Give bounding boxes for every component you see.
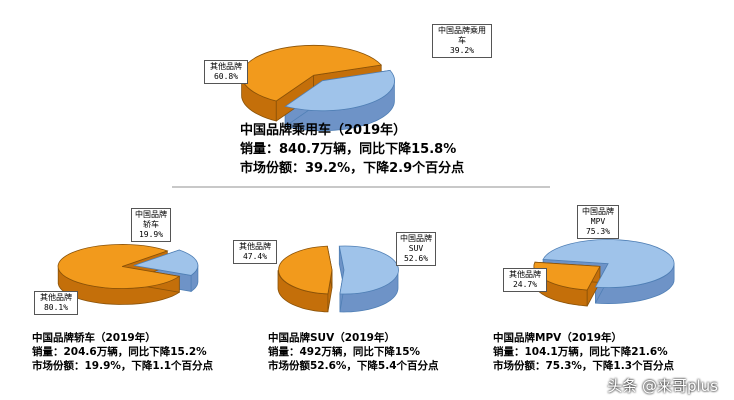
pie-4-slice-china (542, 239, 675, 288)
sedan-sales: 销量：204.6万辆，同比下降15.2% (32, 346, 207, 358)
sedan-caption: 中国品牌轿车（2019年） 销量：204.6万辆，同比下降15.2% 市场份额：… (32, 331, 213, 373)
headline-caption: 中国品牌乘用车（2019年） 销量：840.7万辆，同比下降15.8% 市场份额… (240, 121, 464, 178)
pie-2-slice-china (133, 249, 199, 276)
pie2-other-label: 其他品牌 80.1% (34, 291, 78, 315)
suv-caption: 中国品牌SUV（2019年） 销量：492万辆，同比下降15% 市场份额52.6… (268, 331, 439, 373)
mpv-sales: 销量：104.1万辆，同比下降21.6% (493, 346, 668, 358)
pie-1-slice-china (284, 69, 395, 112)
pie-2 (57, 244, 199, 305)
sedan-share: 市场份额：19.9%，下降1.1个百分点 (32, 360, 214, 372)
headline-sales: 销量：840.7万辆，同比下降15.8% (240, 142, 457, 157)
pie-1 (241, 44, 395, 132)
pie-3-slice-other (278, 245, 333, 295)
pie-1-slice-other (241, 44, 382, 102)
mpv-share: 市场份额：75.3%，下降1.3个百分点 (493, 360, 675, 372)
suv-share: 市场份额52.6%，下降5.4个百分点 (268, 360, 439, 372)
pie3-china-label: 中国品牌 SUV 52.6% (396, 232, 436, 266)
pie4-china-label: 中国品牌 MPV 75.3% (577, 205, 619, 239)
watermark: 头条 @来哥plus (607, 377, 718, 395)
headline-title: 中国品牌乘用车（2019年） (240, 123, 407, 138)
suv-sales: 销量：492万辆，同比下降15% (268, 346, 421, 358)
pie-2-slice-other (57, 244, 181, 289)
pie1-china-label: 中国品牌乘用车 39.2% (432, 24, 492, 58)
headline-share: 市场份额：39.2%，下降2.9个百分点 (240, 161, 465, 176)
pie2-china-label: 中国品牌 轿车 19.9% (131, 208, 171, 242)
pie3-other-label: 其他品牌 47.4% (233, 240, 277, 264)
pie-3 (277, 245, 399, 313)
mpv-title: 中国品牌MPV（2019年） (493, 332, 622, 344)
pie1-other-label: 其他品牌 60.8% (204, 60, 248, 84)
pie-3-slice-china (338, 245, 399, 295)
section-divider (172, 186, 550, 188)
suv-title: 中国品牌SUV（2019年） (268, 332, 395, 344)
sedan-title: 中国品牌轿车（2019年） (32, 332, 156, 344)
pie-4 (533, 239, 675, 307)
mpv-caption: 中国品牌MPV（2019年） 销量：104.1万辆，同比下降21.6% 市场份额… (493, 331, 674, 373)
pie4-other-label: 其他品牌 24.7% (503, 268, 547, 292)
